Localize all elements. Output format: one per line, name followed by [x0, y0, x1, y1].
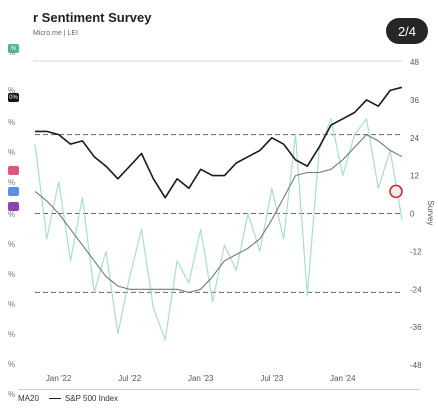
series-line-ma20	[34, 134, 403, 293]
y-tick-label: 48	[410, 58, 419, 67]
y-tick-label: -48	[410, 361, 422, 370]
divider	[18, 389, 420, 390]
edge-label: %	[8, 178, 16, 187]
edge-label: %	[8, 360, 16, 369]
x-tick-label: Jan '22	[46, 374, 72, 383]
legend: MA20 S&P 500 Index	[18, 394, 118, 403]
edge-label: %	[8, 270, 16, 279]
edge-tag	[8, 202, 19, 211]
x-tick-label: Jul '22	[118, 374, 141, 383]
edge-label: %	[8, 330, 16, 339]
legend-swatch-sp500	[48, 398, 61, 400]
x-tick-label: Jul '23	[260, 374, 283, 383]
legend-item-sp500: S&P 500 Index	[48, 394, 119, 403]
chart-title: r Sentiment Survey	[33, 10, 152, 25]
y-axis-label: Survey	[426, 201, 435, 226]
y-tick-label: -24	[410, 285, 422, 294]
edge-label: %	[8, 118, 16, 127]
series-line-s-p-500-index	[35, 86, 403, 199]
edge-label: %	[8, 210, 16, 219]
edge-tag	[8, 187, 19, 196]
y-tick-label: -12	[410, 247, 422, 256]
edge-label: %	[8, 390, 16, 399]
page-indicator[interactable]: 2/4	[386, 18, 428, 44]
edge-label: %	[8, 300, 16, 309]
edge-tag	[8, 166, 19, 175]
edge-label: %	[8, 86, 16, 95]
x-tick-label: Jan '24	[330, 374, 356, 383]
y-tick-label: 36	[410, 96, 419, 105]
y-tick-label: 0	[410, 210, 415, 219]
series-line-survey	[34, 118, 403, 341]
edge-tag: %	[8, 44, 19, 53]
edge-label: %	[8, 148, 16, 157]
y-tick-label: 24	[410, 134, 419, 143]
edge-tag: 0%	[8, 93, 19, 102]
edge-label: %	[8, 240, 16, 249]
legend-item-ma20: MA20	[18, 394, 39, 403]
chart-source: Micro.me | LEI	[33, 30, 78, 37]
highlight-marker	[389, 184, 403, 199]
y-tick-label: 12	[410, 172, 419, 181]
y-tick-label: -36	[410, 323, 422, 332]
legend-label-sp500: S&P 500 Index	[64, 394, 119, 403]
x-tick-label: Jan '23	[188, 374, 214, 383]
